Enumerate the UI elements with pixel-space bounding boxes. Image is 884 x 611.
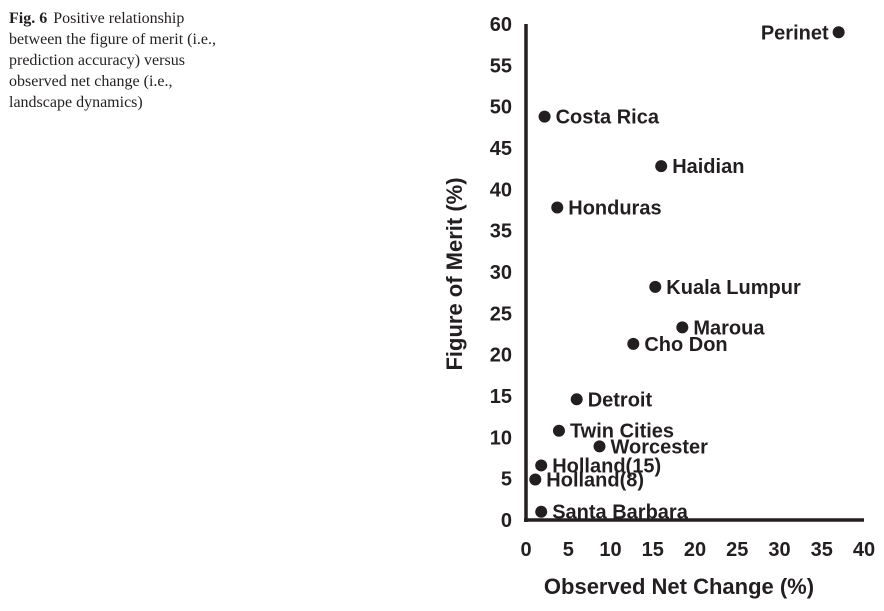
y-tick-label: 10 <box>490 427 512 449</box>
data-points: Perinet Costa Rica Haidian Honduras Kuala Lu… <box>529 22 845 524</box>
y-tick-label: 40 <box>490 179 512 201</box>
y-axis-title: Figure of Merit (%) <box>442 177 467 370</box>
point-label: Holland(15) <box>552 455 661 477</box>
caption-line-4: observed net change (i.e., <box>9 73 173 90</box>
x-tick-label: 25 <box>726 539 748 561</box>
caption-line-5: landscape dynamics) <box>9 94 143 111</box>
y-tick-labels: 0 5 10 15 20 25 30 35 40 45 50 55 60 <box>490 14 512 532</box>
point-label: Detroit <box>588 389 653 411</box>
x-tick-label: 30 <box>768 539 790 561</box>
point-label: Cho Don <box>644 334 727 356</box>
caption-line-3: prediction accuracy) versus <box>9 52 185 69</box>
x-tick-label: 20 <box>684 539 706 561</box>
y-tick-label: 55 <box>490 55 512 77</box>
caption-line-2: between the figure of merit (i.e., <box>9 31 217 48</box>
y-tick-label: 30 <box>490 262 512 284</box>
data-point <box>655 160 668 173</box>
point-label: Honduras <box>568 198 661 220</box>
data-point <box>538 110 551 123</box>
caption-line-1: Positive relationship <box>53 10 185 27</box>
data-point <box>593 440 606 453</box>
figure-caption: Fig. 6 Positive relationship between the … <box>9 8 299 113</box>
data-point <box>552 424 565 437</box>
data-point <box>627 337 640 350</box>
y-tick-label: 45 <box>490 138 512 160</box>
point-label: Haidian <box>672 156 744 178</box>
axes <box>524 24 864 522</box>
data-point <box>832 26 845 39</box>
y-tick-label: 0 <box>501 510 512 532</box>
y-tick-label: 15 <box>490 386 512 408</box>
x-tick-label: 40 <box>853 539 875 561</box>
data-point <box>535 505 548 518</box>
x-axis-title: Observed Net Change (%) <box>544 574 814 599</box>
x-tick-label: 15 <box>642 539 664 561</box>
y-tick-label: 25 <box>490 303 512 325</box>
data-point <box>649 280 662 293</box>
data-point <box>676 321 689 334</box>
y-tick-label: 5 <box>501 469 512 491</box>
point-label: Perinet <box>761 22 829 44</box>
y-tick-label: 50 <box>490 97 512 119</box>
point-label: Santa Barbara <box>552 502 688 524</box>
x-tick-labels: 0 5 10 15 20 25 30 35 40 <box>520 539 875 561</box>
figure-number: Fig. 6 <box>9 10 48 27</box>
y-tick-label: 20 <box>490 345 512 367</box>
point-label: Worcester <box>611 436 709 458</box>
point-label: Maroua <box>693 317 765 339</box>
point-label: Kuala Lumpur <box>666 277 801 299</box>
point-label: Costa Rica <box>556 107 660 129</box>
data-point <box>535 459 548 472</box>
data-point <box>551 201 564 214</box>
y-tick-label: 35 <box>490 221 512 243</box>
x-tick-label: 5 <box>563 539 574 561</box>
data-point <box>570 393 583 406</box>
x-tick-label: 10 <box>599 539 621 561</box>
x-tick-label: 35 <box>811 539 833 561</box>
x-tick-label: 0 <box>520 539 531 561</box>
data-point <box>529 473 542 486</box>
point-label: Holland(8) <box>546 469 644 491</box>
y-tick-label: 60 <box>490 14 512 36</box>
point-label: Twin Cities <box>570 421 674 443</box>
